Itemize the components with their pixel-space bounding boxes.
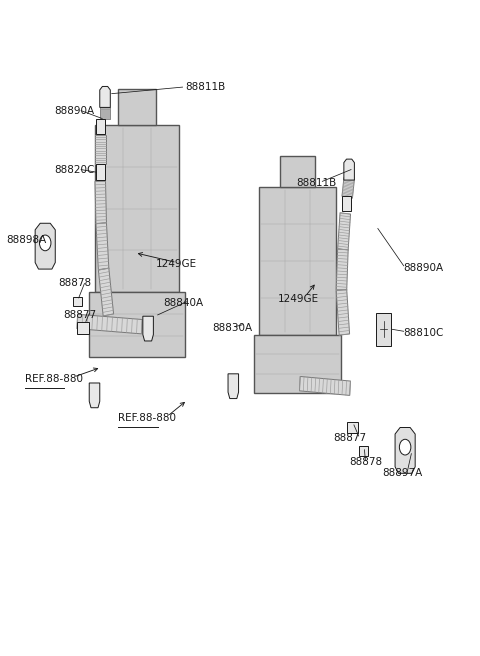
Polygon shape: [143, 316, 154, 341]
Text: REF.88-880: REF.88-880: [118, 413, 176, 423]
Polygon shape: [95, 135, 106, 165]
Polygon shape: [359, 447, 368, 456]
Polygon shape: [259, 187, 336, 335]
Polygon shape: [300, 377, 350, 396]
Text: 1249GE: 1249GE: [156, 259, 197, 269]
Polygon shape: [89, 292, 185, 358]
Polygon shape: [376, 313, 391, 346]
Polygon shape: [347, 422, 358, 434]
Polygon shape: [98, 268, 114, 316]
Polygon shape: [95, 181, 107, 224]
Polygon shape: [95, 125, 179, 292]
Text: 88811B: 88811B: [185, 82, 225, 92]
Circle shape: [39, 235, 51, 251]
Polygon shape: [337, 213, 350, 250]
Polygon shape: [395, 428, 415, 474]
Text: 88820C: 88820C: [54, 165, 95, 174]
Polygon shape: [77, 314, 142, 334]
Polygon shape: [342, 178, 354, 198]
Text: 88898A: 88898A: [6, 235, 47, 245]
Polygon shape: [228, 374, 239, 399]
Text: 88811B: 88811B: [297, 178, 337, 188]
Text: 88890A: 88890A: [54, 106, 95, 115]
Text: 88897A: 88897A: [383, 468, 423, 478]
Polygon shape: [77, 322, 89, 334]
Polygon shape: [344, 159, 354, 180]
Polygon shape: [96, 119, 105, 134]
Polygon shape: [100, 87, 110, 108]
Polygon shape: [100, 107, 110, 119]
Polygon shape: [118, 89, 156, 125]
Text: 88877: 88877: [63, 310, 96, 320]
Text: 1249GE: 1249GE: [278, 293, 319, 304]
Text: 88877: 88877: [333, 433, 366, 443]
Text: 88810C: 88810C: [404, 328, 444, 338]
Polygon shape: [336, 289, 349, 335]
Text: 88878: 88878: [58, 279, 91, 289]
Polygon shape: [342, 195, 350, 211]
Polygon shape: [254, 335, 341, 394]
Polygon shape: [96, 165, 105, 180]
Text: 88878: 88878: [349, 457, 382, 467]
Polygon shape: [35, 223, 55, 269]
Text: 88840A: 88840A: [163, 298, 204, 308]
Polygon shape: [336, 249, 348, 291]
Polygon shape: [280, 156, 315, 187]
Circle shape: [399, 440, 411, 455]
Polygon shape: [96, 223, 109, 270]
Text: REF.88-880: REF.88-880: [24, 374, 83, 384]
Text: 88890A: 88890A: [404, 263, 444, 273]
Polygon shape: [73, 297, 82, 306]
Polygon shape: [89, 383, 100, 408]
Text: 88830A: 88830A: [213, 323, 253, 333]
